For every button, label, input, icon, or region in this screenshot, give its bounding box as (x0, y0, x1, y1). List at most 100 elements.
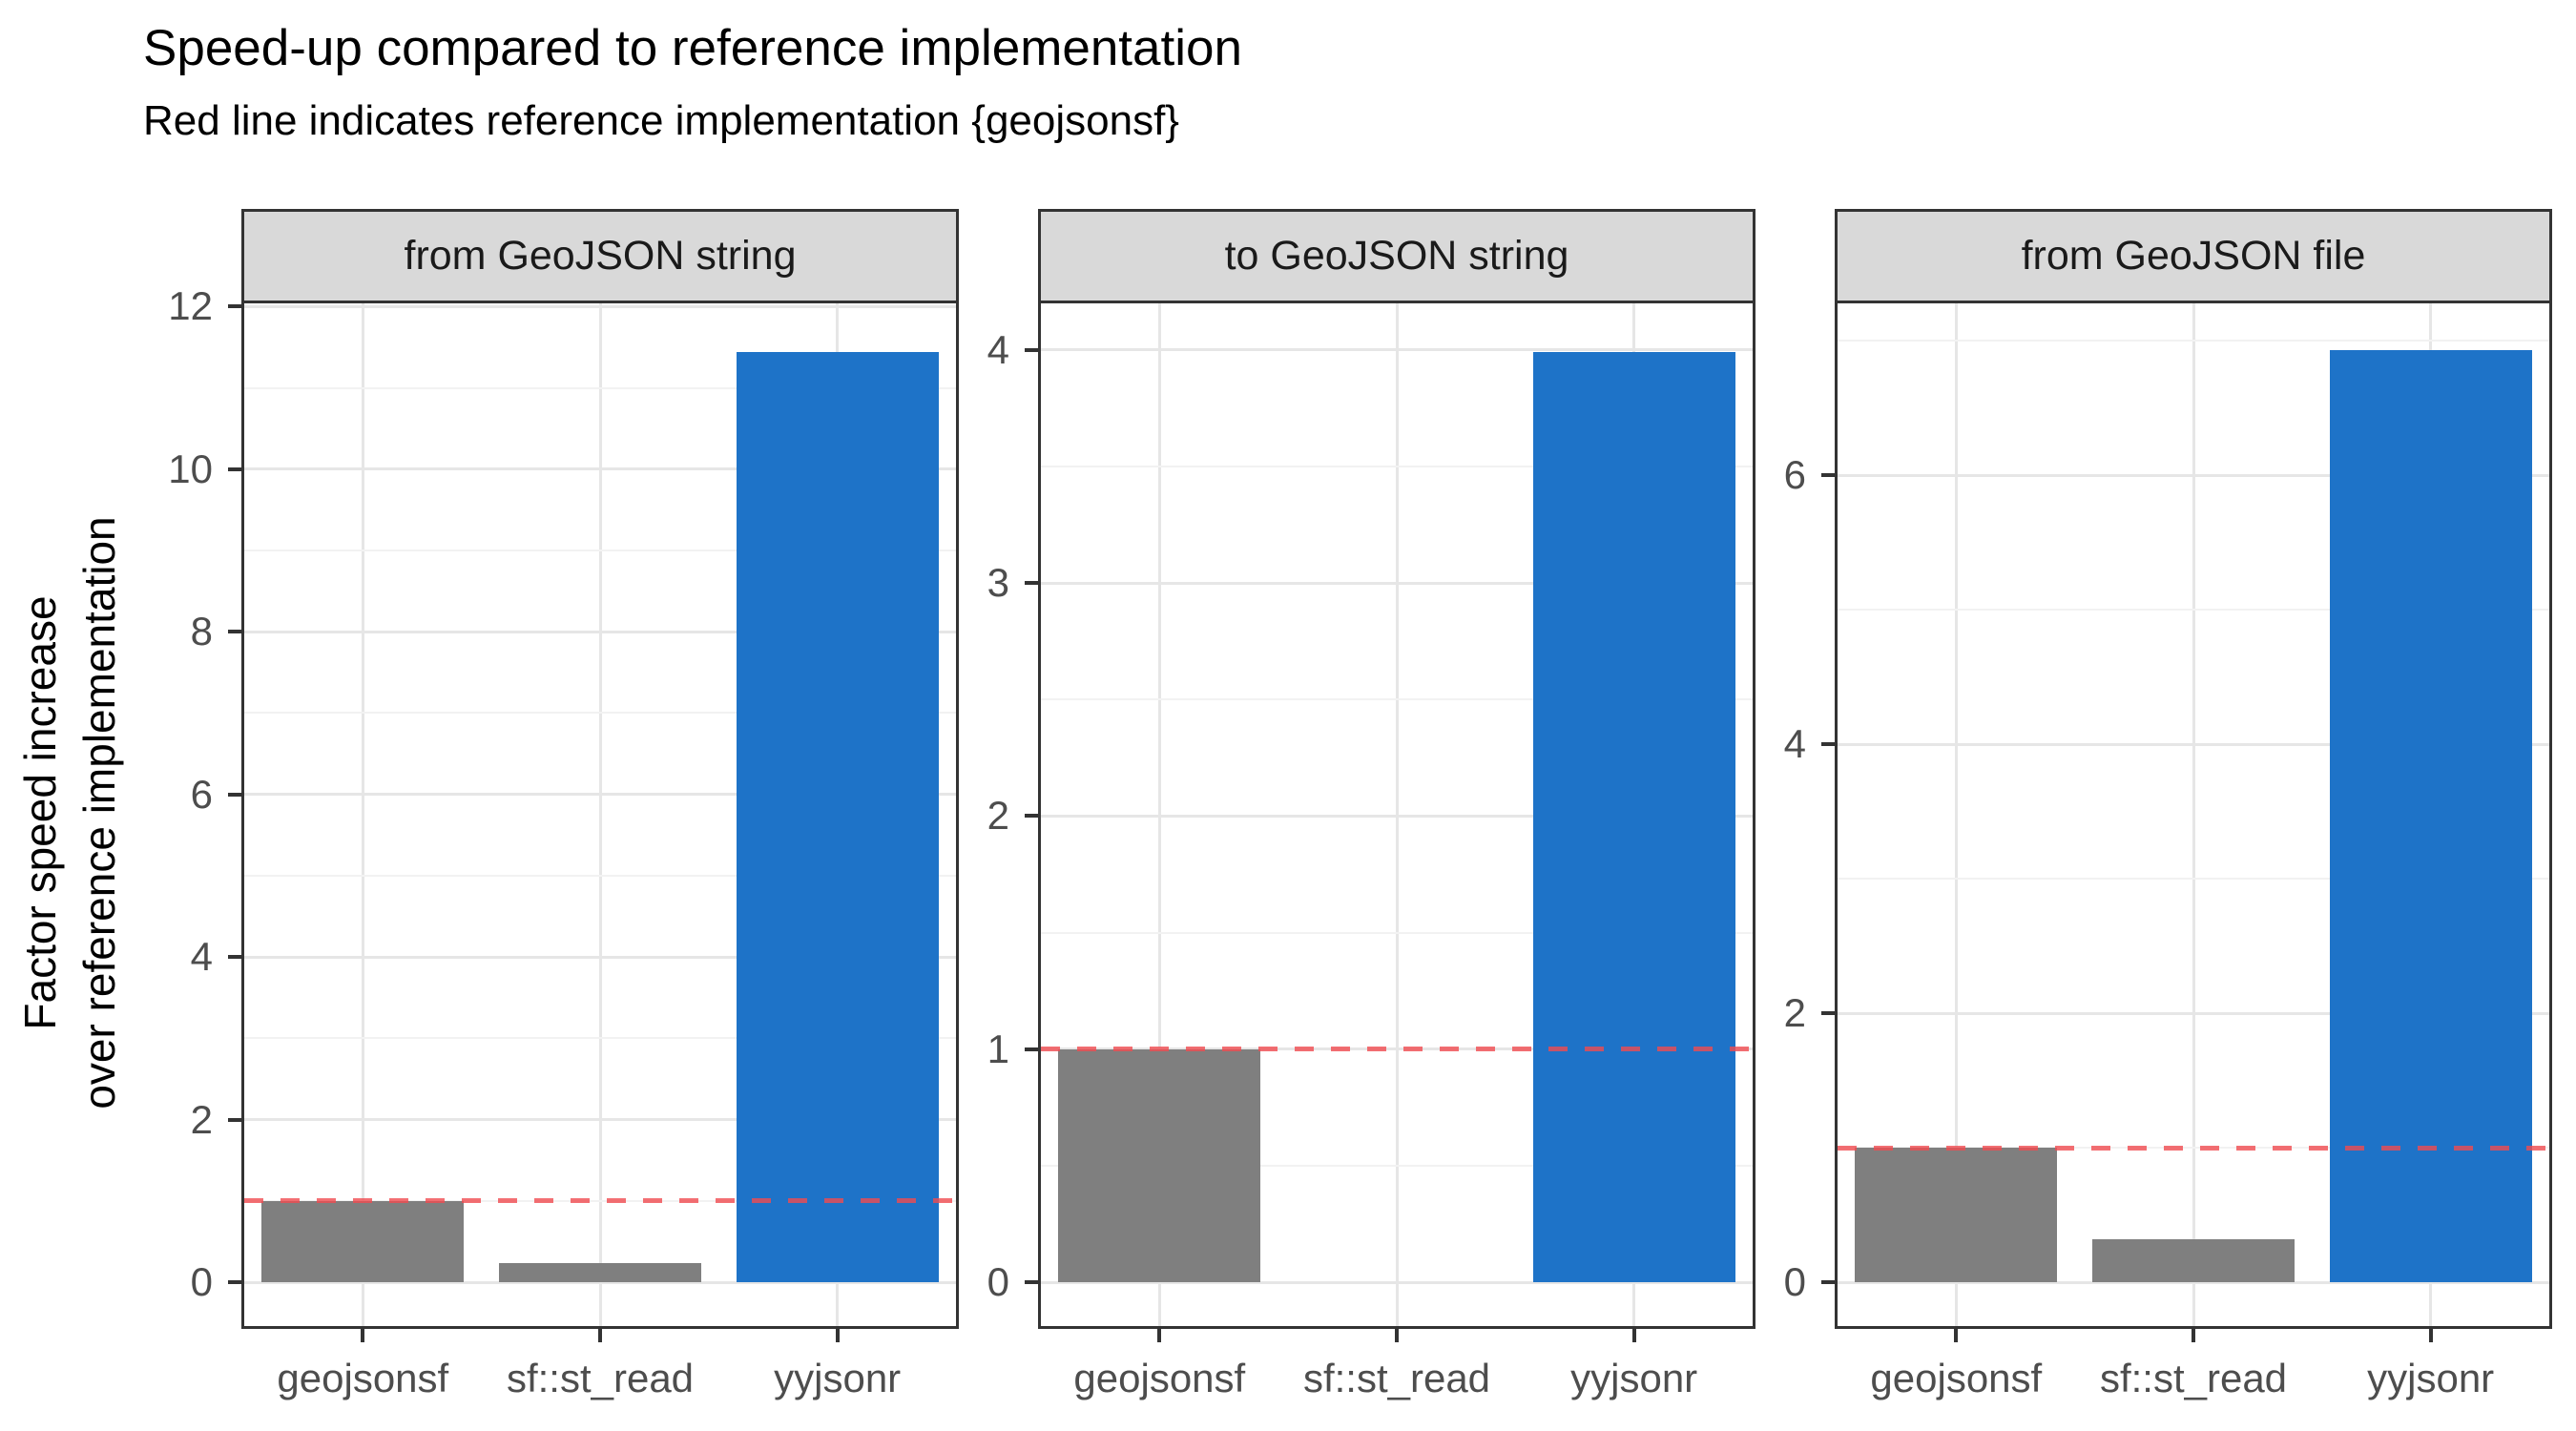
y-tick-label: 0 (1783, 1259, 1806, 1304)
x-category-label: sf::st_read (1302, 1356, 1491, 1400)
plot-panel-area (244, 303, 956, 1326)
plot-panel (241, 301, 959, 1329)
y-tick-mark (1821, 1011, 1835, 1016)
reference-line (244, 1198, 956, 1204)
plot-panel-area (1041, 303, 1753, 1326)
gridline-minor (1838, 340, 2549, 342)
x-tick-mark (1954, 1329, 1959, 1342)
x-tick-mark (598, 1329, 602, 1342)
y-tick-label: 4 (190, 934, 213, 980)
y-tick-label: 4 (987, 326, 1009, 372)
gridline-major (1838, 1280, 2549, 1284)
y-tick-label: 6 (1783, 452, 1806, 498)
bar-yyjsonr (736, 352, 939, 1282)
x-category-label: geojsonsf (1073, 1356, 1246, 1400)
y-tick-label: 8 (190, 609, 213, 654)
bar-geojsonsf (1855, 1148, 2058, 1282)
y-tick-label: 0 (987, 1259, 1009, 1304)
gridline-major (1041, 581, 1753, 585)
gridline-vertical (1954, 303, 1958, 1326)
plot-panel (1835, 301, 2552, 1329)
y-tick-mark (228, 630, 241, 634)
y-tick-mark (1025, 814, 1038, 819)
facet-strip: from GeoJSON string (241, 209, 959, 303)
gridline-major (1041, 814, 1753, 818)
y-tick-mark (1025, 347, 1038, 352)
x-category-label: yyjsonr (1570, 1356, 1698, 1400)
gridline-minor (244, 874, 956, 877)
x-tick-mark (2428, 1329, 2433, 1342)
y-tick-label: 2 (1783, 990, 1806, 1036)
bar-geojsonsf (261, 1200, 465, 1282)
gridline-major (244, 793, 956, 797)
x-tick-mark (1631, 1329, 1636, 1342)
y-tick-mark (228, 467, 241, 471)
gridline-minor (1041, 1164, 1753, 1167)
x-category-label: yyjsonr (774, 1356, 902, 1400)
reference-line (1838, 1145, 2549, 1151)
x-tick-mark (1395, 1329, 1399, 1342)
gridline-minor (244, 712, 956, 715)
gridline-vertical (361, 303, 364, 1326)
plot-panel (1038, 301, 1755, 1329)
y-tick-mark (228, 304, 241, 309)
facet-strip: to GeoJSON string (1038, 209, 1755, 303)
gridline-major (244, 1118, 956, 1122)
gridline-vertical (2192, 303, 2195, 1326)
y-tick-label: 2 (987, 793, 1009, 839)
gridline-vertical (598, 303, 602, 1326)
y-tick-mark (228, 1280, 241, 1284)
y-tick-mark (1025, 1280, 1038, 1284)
x-category-label: geojsonsf (1870, 1356, 2043, 1400)
y-tick-mark (1821, 742, 1835, 747)
facet-strip: from GeoJSON file (1835, 209, 2552, 303)
y-tick-mark (1025, 1047, 1038, 1051)
y-tick-mark (1821, 473, 1835, 478)
y-tick-mark (228, 955, 241, 960)
gridline-major (244, 304, 956, 308)
facet-strip-label: from GeoJSON file (2021, 233, 2366, 279)
y-tick-label: 3 (987, 560, 1009, 606)
gridline-minor (244, 1037, 956, 1040)
gridline-major (244, 630, 956, 633)
y-tick-label: 1 (987, 1026, 1009, 1071)
y-tick-label: 4 (1783, 721, 1806, 767)
facet-strip-label: from GeoJSON string (404, 233, 797, 279)
y-tick-mark (228, 792, 241, 797)
plot-panel-area (1838, 303, 2549, 1326)
y-tick-label: 0 (190, 1259, 213, 1304)
gridline-minor (244, 550, 956, 552)
bar-geojsonsf (1058, 1048, 1261, 1282)
x-tick-mark (361, 1329, 365, 1342)
x-category-label: yyjsonr (2367, 1356, 2495, 1400)
gridline-major (1838, 473, 2549, 477)
gridline-major (244, 467, 956, 471)
facet-strip-label: to GeoJSON string (1224, 233, 1569, 279)
y-tick-mark (228, 1117, 241, 1122)
x-category-label: sf::st_read (506, 1356, 695, 1400)
gridline-minor (1041, 931, 1753, 934)
y-tick-mark (1025, 581, 1038, 586)
gridline-major (244, 955, 956, 959)
x-tick-mark (835, 1329, 840, 1342)
gridline-major (244, 1280, 956, 1284)
bar-sf-st-read (2092, 1238, 2295, 1282)
y-tick-label: 2 (190, 1096, 213, 1142)
bar-yyjsonr (1532, 352, 1735, 1282)
gridline-minor (244, 386, 956, 389)
y-tick-mark (1821, 1280, 1835, 1284)
gridline-minor (1041, 698, 1753, 701)
gridline-minor (1041, 466, 1753, 467)
y-tick-label: 12 (168, 283, 213, 329)
bar-sf-st-read (499, 1263, 701, 1282)
chart-subtitle: Red line indicates reference implementat… (143, 97, 1179, 144)
gridline-minor (1838, 609, 2549, 612)
y-tick-label: 10 (168, 446, 213, 491)
gridline-major (1041, 348, 1753, 352)
chart-title: Speed-up compared to reference implement… (143, 20, 1242, 76)
y-tick-label: 6 (190, 771, 213, 817)
gridline-major (1838, 742, 2549, 746)
bar-yyjsonr (2329, 350, 2532, 1282)
x-tick-mark (1157, 1329, 1162, 1342)
